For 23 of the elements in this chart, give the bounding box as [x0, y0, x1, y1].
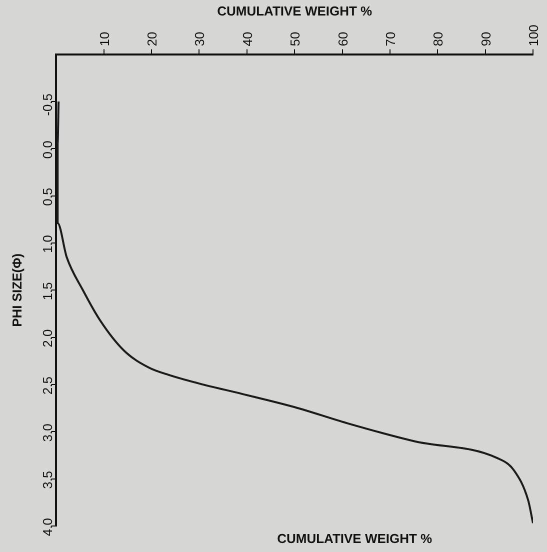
x-tick-label: 50 — [288, 32, 303, 46]
x-tick-label: 100 — [526, 24, 541, 46]
x-tick-label: 30 — [192, 32, 208, 46]
y-tick-label: 2.5 — [40, 376, 55, 395]
y-tick-label: 2.0 — [40, 329, 55, 348]
text: CUMULATIVE WEIGHT % — [277, 531, 433, 546]
x-tick-label: 60 — [335, 32, 350, 46]
y-tick-label: 1.5 — [40, 282, 55, 300]
x-tick-label: 10 — [96, 32, 112, 46]
x-tick-label: 70 — [382, 32, 398, 46]
y-tick-label: 0.5 — [40, 188, 55, 206]
x-tick-label: 20 — [144, 32, 160, 46]
y-axis-title: PHI SIZE(Φ) — [9, 253, 24, 327]
x-tick-label: 80 — [430, 32, 446, 46]
y-tick-label: 3.0 — [40, 424, 55, 442]
y-tick-label: -0.5 — [40, 93, 55, 116]
y-tick-label: 0.0 — [40, 140, 55, 159]
y-tick-label: 4.0 — [40, 518, 55, 536]
x-axis-title: CUMULATIVE WEIGHT % — [217, 3, 373, 18]
y-tick-label: 1.0 — [40, 234, 55, 254]
y-tick-label: 3.5 — [40, 470, 55, 489]
x-tick-label: 90 — [478, 32, 494, 46]
x-tick-label: 40 — [240, 32, 255, 46]
